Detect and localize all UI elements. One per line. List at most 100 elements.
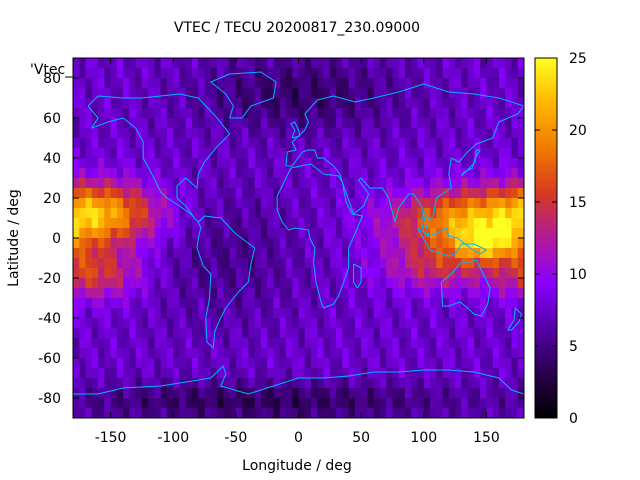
heatmap-cell [267, 368, 275, 379]
heatmap-cell [323, 348, 331, 359]
heatmap-cell [329, 178, 337, 189]
heatmap-cell [135, 318, 143, 329]
heatmap-cell [179, 268, 187, 279]
heatmap-cell [398, 108, 406, 119]
heatmap-cell [342, 208, 350, 219]
heatmap-cell [173, 218, 181, 229]
heatmap-cell [73, 278, 80, 289]
coastline-greenland [210, 71, 277, 119]
heatmap-cell [373, 368, 381, 379]
heatmap-cell [486, 108, 494, 119]
heatmap-cell [242, 368, 249, 379]
heatmap-cell [73, 268, 80, 279]
heatmap-cell [492, 308, 500, 319]
heatmap-cell [517, 248, 524, 259]
heatmap-cell [498, 378, 506, 389]
heatmap-cell [141, 58, 149, 69]
heatmap-cell [198, 238, 206, 249]
heatmap-cell [116, 248, 124, 259]
heatmap-cell [329, 378, 337, 389]
heatmap-cell [354, 198, 362, 209]
heatmap-cell [442, 198, 450, 209]
heatmap-cell [260, 238, 268, 249]
heatmap-cell [242, 168, 249, 179]
heatmap-cell [455, 308, 462, 319]
heatmap-cell [223, 178, 231, 189]
heatmap-cell [123, 318, 130, 329]
heatmap-cell [204, 228, 212, 239]
heatmap-cell [285, 108, 293, 119]
heatmap-cell [480, 218, 488, 229]
heatmap-cell [79, 408, 87, 418]
heatmap-cell [148, 318, 156, 329]
heatmap-cell [273, 328, 281, 339]
heatmap-cell [73, 98, 80, 109]
heatmap-cell [198, 188, 206, 199]
heatmap-cell [292, 238, 300, 249]
heatmap-cell [317, 108, 325, 119]
heatmap-cell [467, 108, 475, 119]
heatmap-cell [317, 268, 325, 279]
heatmap-cell [73, 398, 80, 409]
heatmap-cell [392, 258, 400, 269]
heatmap-cell [392, 228, 400, 239]
heatmap-cell [417, 128, 425, 139]
heatmap-cell [505, 328, 513, 339]
heatmap-cell [104, 108, 112, 119]
heatmap-cell [480, 268, 488, 279]
heatmap-cell [292, 98, 300, 109]
heatmap-cell [417, 408, 425, 418]
heatmap-cell [198, 368, 206, 379]
heatmap-cell [361, 378, 368, 389]
heatmap-cell [204, 68, 212, 79]
heatmap-cell [210, 108, 218, 119]
heatmap-cell [323, 228, 331, 239]
heatmap-cell [285, 198, 293, 209]
heatmap-cell [135, 178, 143, 189]
heatmap-cell [398, 398, 406, 409]
heatmap-cell [498, 308, 506, 319]
heatmap-cell [304, 218, 312, 229]
heatmap-cell [336, 408, 343, 418]
heatmap-cell [260, 308, 268, 319]
heatmap-cell [323, 358, 331, 369]
heatmap-cell [279, 238, 287, 249]
heatmap-cell [173, 368, 181, 379]
heatmap-cell [336, 88, 343, 99]
heatmap-cell [204, 198, 212, 209]
heatmap-cell [461, 318, 469, 329]
heatmap-cell [166, 358, 174, 369]
heatmap-cell [486, 138, 494, 149]
heatmap-cell [248, 138, 256, 149]
heatmap-cell [166, 388, 174, 399]
heatmap-cell [123, 408, 130, 418]
heatmap-cell [248, 88, 256, 99]
heatmap-cell [480, 138, 488, 149]
heatmap-cell [461, 78, 469, 89]
heatmap-cell [267, 138, 275, 149]
heatmap-cell [229, 198, 237, 209]
heatmap-cell [323, 188, 331, 199]
heatmap-cell [430, 278, 437, 289]
heatmap-cell [166, 88, 174, 99]
heatmap-cell [91, 308, 99, 319]
heatmap-cell [430, 378, 437, 389]
heatmap-cell [311, 318, 318, 329]
heatmap-cell [298, 208, 306, 219]
heatmap-cell [455, 148, 462, 159]
heatmap-cell [198, 118, 206, 129]
heatmap-cell [517, 168, 524, 179]
heatmap-cell [160, 228, 168, 239]
heatmap-cell [148, 378, 156, 389]
heatmap-cell [242, 268, 249, 279]
heatmap-cell [129, 318, 137, 329]
heatmap-cell [473, 118, 481, 129]
heatmap-cell [123, 168, 130, 179]
heatmap-cell [204, 288, 212, 299]
heatmap-cell [373, 338, 381, 349]
heatmap-cell [116, 368, 124, 379]
heatmap-cell [217, 358, 224, 369]
heatmap-cell [110, 258, 118, 269]
heatmap-cell [348, 278, 356, 289]
